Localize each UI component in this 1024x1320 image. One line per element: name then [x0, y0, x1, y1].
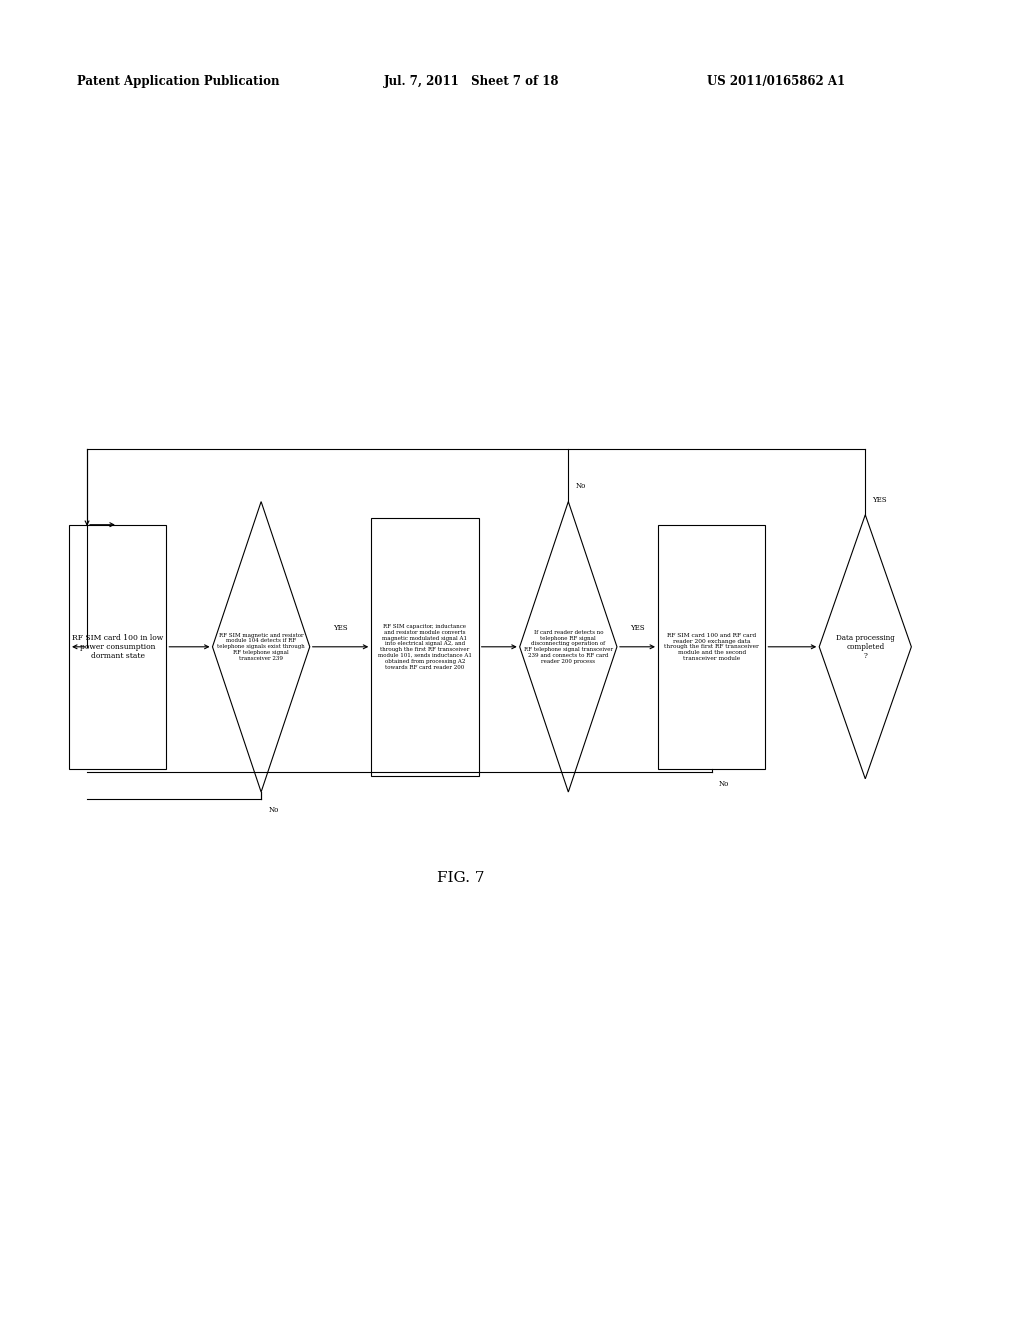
Text: No: No — [719, 780, 729, 788]
Polygon shape — [520, 502, 616, 792]
Bar — [657, 524, 765, 768]
Polygon shape — [213, 502, 309, 792]
Text: FIG. 7: FIG. 7 — [437, 871, 484, 884]
Text: US 2011/0165862 A1: US 2011/0165862 A1 — [707, 75, 845, 88]
Text: YES: YES — [872, 495, 887, 504]
Bar — [70, 524, 166, 768]
Text: RF SIM card 100 and RF card
reader 200 exchange data
through the first RF transc: RF SIM card 100 and RF card reader 200 e… — [665, 632, 759, 661]
Text: No: No — [575, 482, 586, 491]
Bar — [371, 519, 478, 776]
Text: RF SIM card 100 in low
power consumption
dormant state: RF SIM card 100 in low power consumption… — [72, 634, 164, 660]
Text: YES: YES — [333, 623, 348, 632]
Text: Patent Application Publication: Patent Application Publication — [77, 75, 280, 88]
Text: RF SIM capacitor, inductance
and resistor module converts
magnetic modulated sig: RF SIM capacitor, inductance and resisto… — [378, 624, 472, 669]
Text: If card reader detects no
telephone RF signal
disconnecting operation of
RF tele: If card reader detects no telephone RF s… — [523, 630, 613, 664]
Polygon shape — [819, 515, 911, 779]
Text: No: No — [268, 805, 279, 814]
Text: RF SIM magnetic and resistor
module 104 detects if RF
telephone signals exist th: RF SIM magnetic and resistor module 104 … — [217, 632, 305, 661]
Text: YES: YES — [630, 623, 645, 632]
Text: Jul. 7, 2011   Sheet 7 of 18: Jul. 7, 2011 Sheet 7 of 18 — [384, 75, 559, 88]
Text: Data processing
completed
?: Data processing completed ? — [836, 634, 895, 660]
